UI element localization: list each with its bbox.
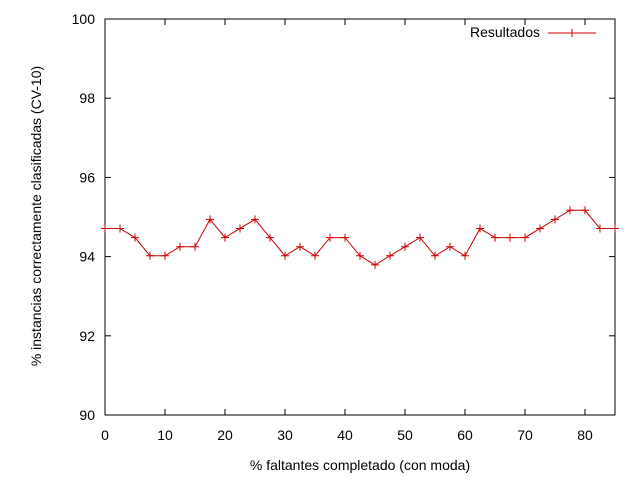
data-point	[146, 251, 154, 260]
data-point	[341, 233, 349, 242]
legend: Resultados	[470, 24, 596, 40]
x-tick-label: 80	[577, 427, 593, 443]
data-point	[266, 233, 274, 242]
data-point	[176, 242, 184, 251]
y-tick-label: 94	[79, 249, 95, 265]
data-point	[101, 224, 109, 233]
data-point	[551, 215, 559, 224]
y-tick-label: 90	[79, 407, 95, 423]
data-point	[401, 242, 409, 251]
data-point	[191, 242, 199, 251]
data-point	[206, 215, 214, 224]
legend-marker	[568, 29, 576, 37]
data-point	[131, 233, 139, 242]
data-point	[221, 233, 229, 242]
data-point	[296, 242, 304, 251]
x-tick-label: 30	[277, 427, 293, 443]
data-point	[116, 224, 124, 233]
data-point	[446, 242, 454, 251]
data-point	[236, 224, 244, 233]
data-point	[326, 233, 334, 242]
data-point	[476, 224, 484, 233]
data-point	[506, 233, 514, 242]
plot-frame	[104, 18, 616, 416]
legend-label: Resultados	[470, 24, 540, 40]
data-point	[491, 233, 499, 242]
data-point	[371, 260, 379, 269]
y-tick-label: 100	[72, 11, 96, 27]
data-point	[596, 224, 604, 233]
data-point	[581, 206, 589, 215]
data-point	[431, 251, 439, 260]
data-point	[611, 224, 619, 233]
data-point	[461, 251, 469, 260]
y-axis-label: % instancias correctamente clasificadas …	[28, 66, 44, 366]
data-point	[251, 215, 259, 224]
x-tick-label: 0	[101, 427, 109, 443]
x-tick-label: 40	[337, 427, 353, 443]
y-tick-label: 96	[79, 169, 95, 185]
data-point	[281, 251, 289, 260]
data-point	[356, 251, 364, 260]
x-tick-label: 50	[397, 427, 413, 443]
series-layer	[101, 206, 619, 269]
x-axis: 0 10 20 30 40 50 60 70 80	[101, 19, 593, 443]
x-tick-label: 70	[517, 427, 533, 443]
data-point	[311, 251, 319, 260]
data-point	[566, 206, 574, 215]
x-tick-label: 10	[157, 427, 173, 443]
x-axis-label: % faltantes completado (con moda)	[250, 457, 470, 473]
data-point	[416, 233, 424, 242]
data-point	[386, 251, 394, 260]
x-tick-label: 60	[457, 427, 473, 443]
data-point	[521, 233, 529, 242]
y-axis: 90 92 94 96 98 100	[72, 11, 615, 423]
data-point	[536, 224, 544, 233]
y-tick-label: 92	[79, 328, 95, 344]
x-tick-label: 20	[217, 427, 233, 443]
y-tick-label: 98	[79, 90, 95, 106]
data-point	[161, 251, 169, 260]
